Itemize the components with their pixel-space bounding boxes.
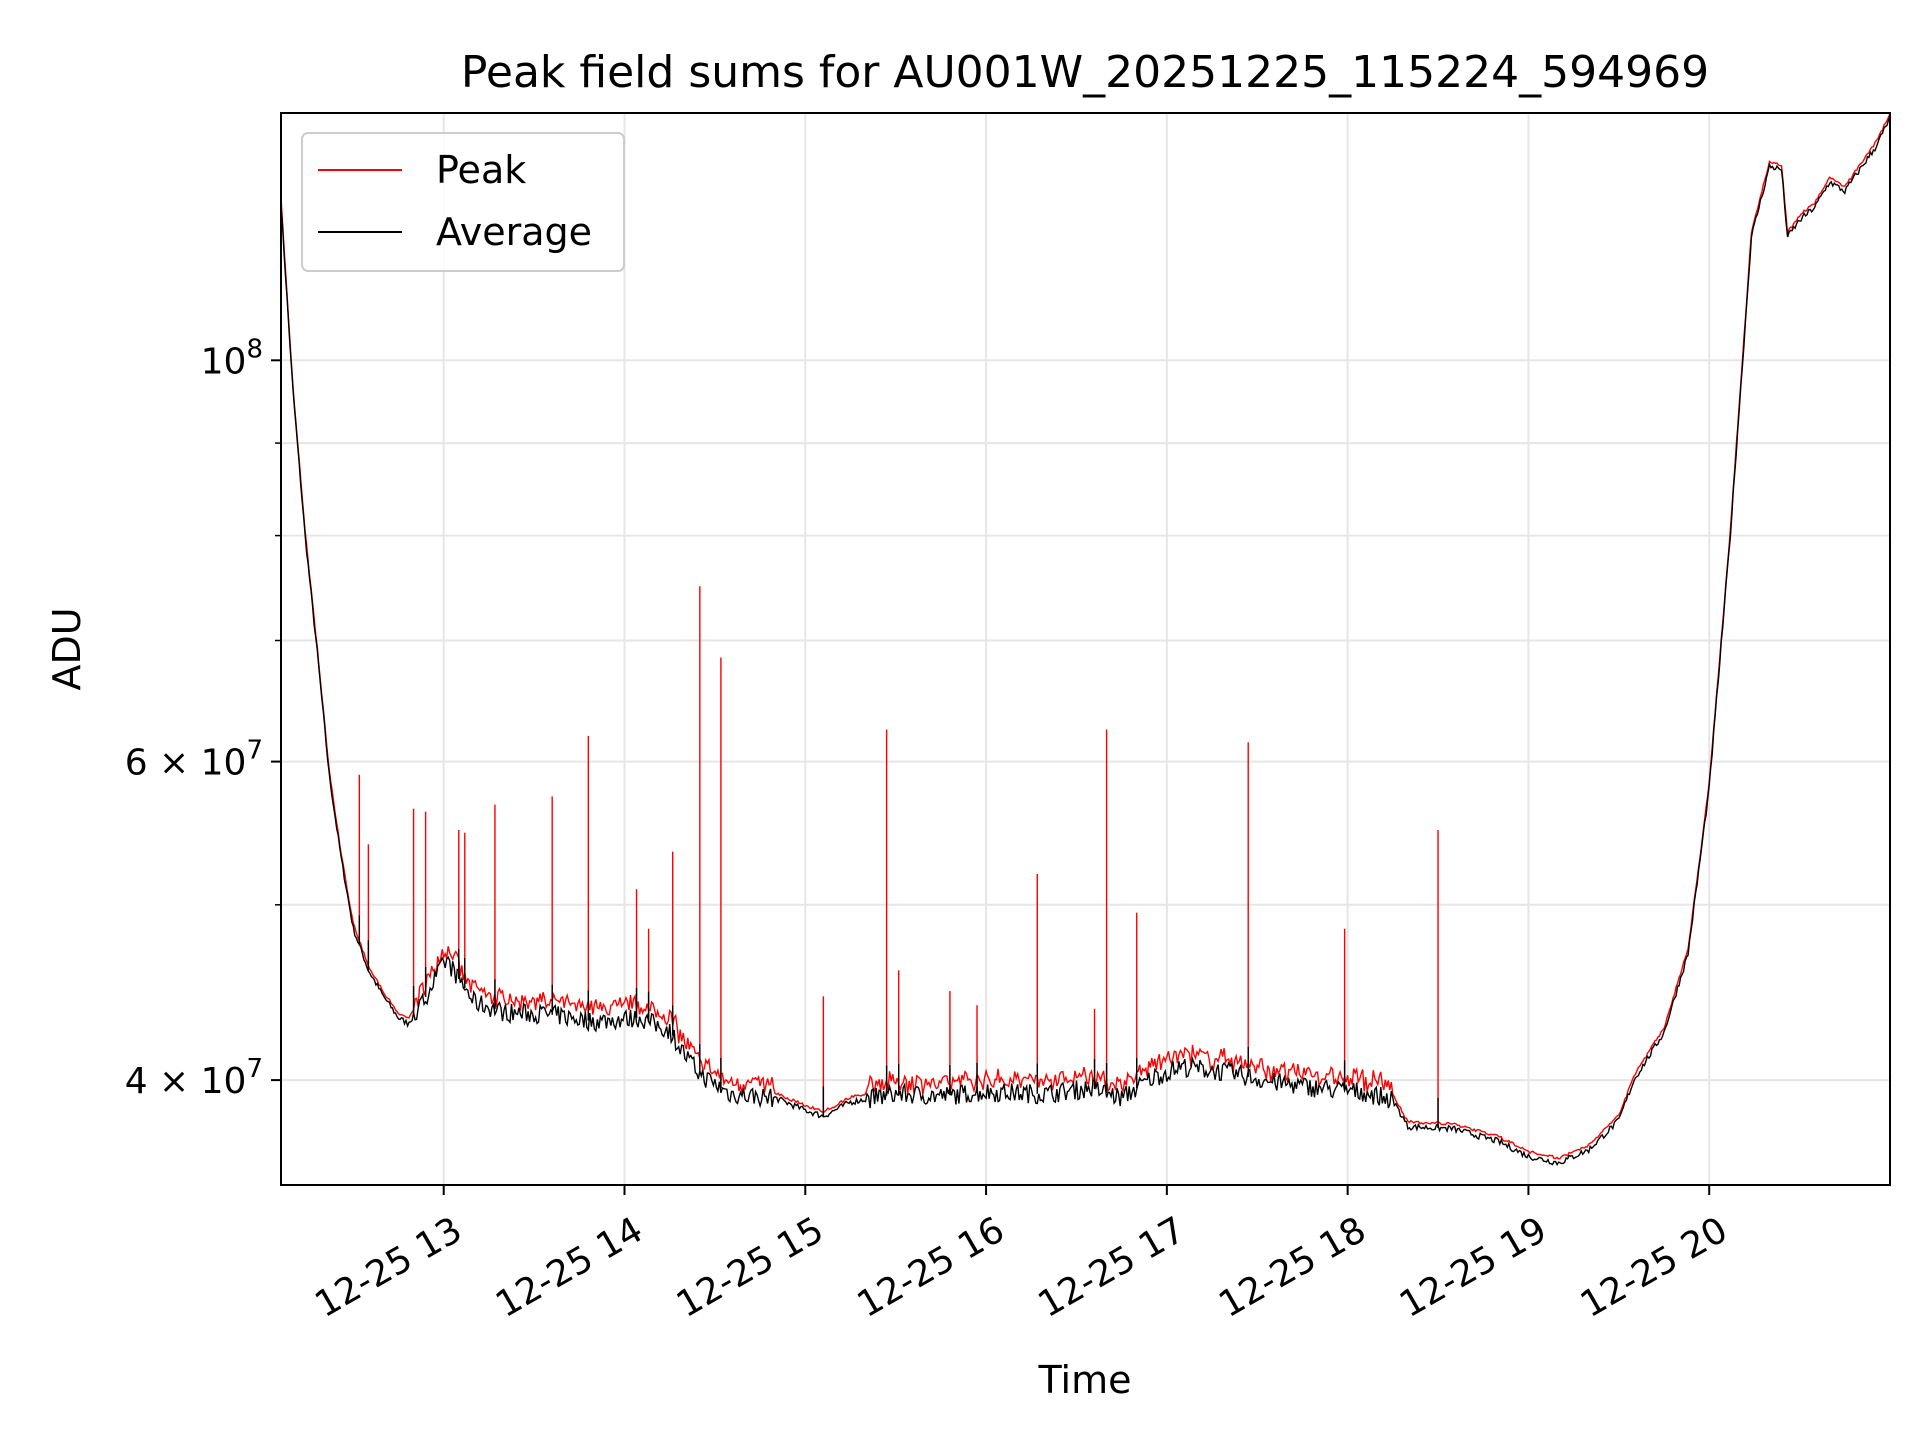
chart-title: Peak field sums for AU001W_20251225_1152… [461,47,1709,98]
legend-label-average: Average [436,210,592,254]
y-tick-label: 6 × 107 [125,736,263,784]
y-axis-label: ADU [45,607,89,690]
x-axis-label: Time [1038,1358,1132,1402]
y-tick-label: 108 [201,334,263,382]
y-tick-label: 4 × 107 [125,1054,263,1102]
y-tick-label-base: 10 [201,341,247,382]
y-tick-label-base: 4 × 10 [125,1061,247,1102]
series-line-peak [281,113,1890,1160]
y-tick-label-exponent: 7 [246,1054,263,1084]
y-tick-label-exponent: 7 [246,736,263,766]
plot-frame [280,112,1891,1186]
grid-lines [281,113,1890,1185]
legend-box [301,132,625,272]
y-tick-label-base: 6 × 10 [125,743,247,784]
plot-series [281,113,1890,1167]
legend: Peak Average [301,132,625,272]
y-tick-label-exponent: 8 [246,334,263,364]
series-line-average [281,116,1890,1167]
legend-label-peak: Peak [436,148,526,192]
